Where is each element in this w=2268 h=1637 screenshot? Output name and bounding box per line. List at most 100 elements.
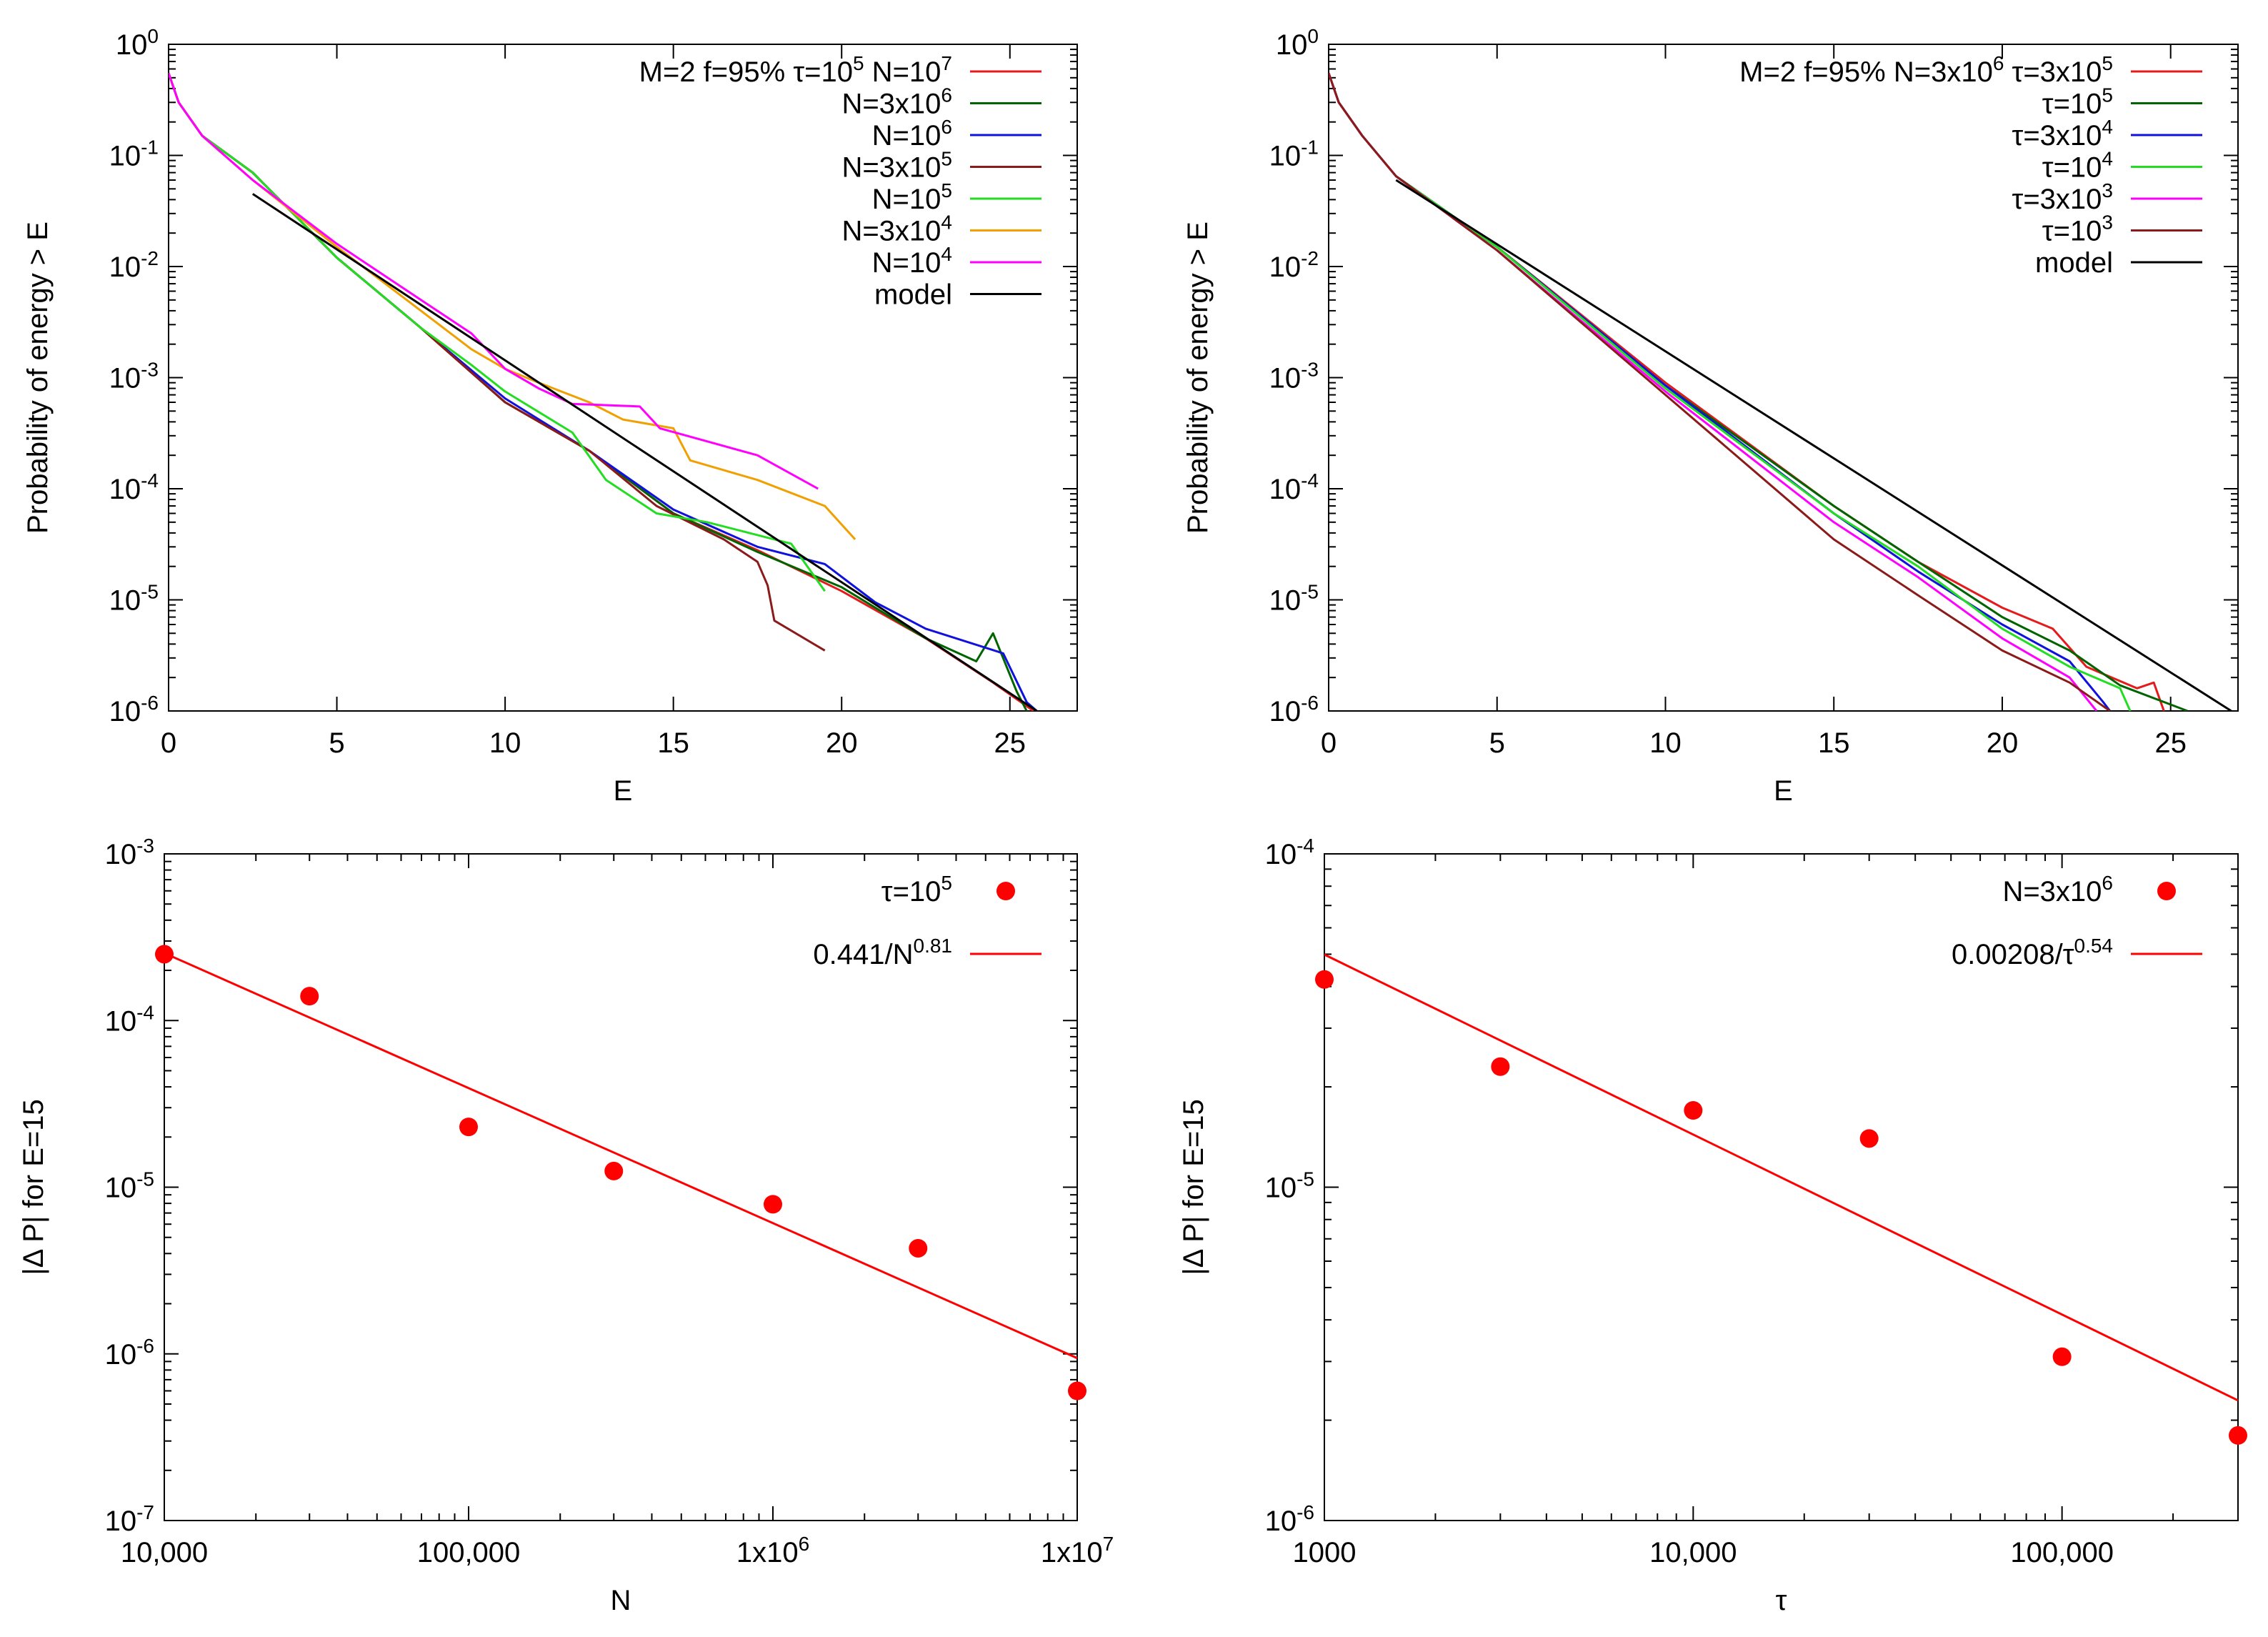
text-span: 0 bbox=[161, 727, 176, 759]
legend-label-tau=3e4: τ=3x104 bbox=[2012, 116, 2113, 151]
text-span: 10 bbox=[105, 839, 137, 870]
text-span: 10 bbox=[105, 1506, 137, 1537]
y-axis-label: Probability of energy > E bbox=[22, 222, 54, 534]
data-point bbox=[155, 945, 174, 964]
superscript: 0.54 bbox=[2074, 935, 2114, 957]
legend-label-model: model bbox=[874, 279, 952, 311]
superscript: -6 bbox=[141, 692, 159, 714]
data-point bbox=[764, 1195, 782, 1214]
y-tick-label: 10-5 bbox=[109, 581, 159, 617]
series-line-tau=3e3 bbox=[1329, 72, 2098, 711]
data-point bbox=[604, 1161, 624, 1180]
superscript: 0 bbox=[1307, 25, 1319, 47]
superscript: -4 bbox=[136, 1001, 154, 1023]
plot-area bbox=[169, 72, 1038, 711]
text-span: 20 bbox=[826, 727, 858, 759]
superscript: 6 bbox=[941, 84, 952, 106]
legend-label-N=3e4: N=3x104 bbox=[841, 212, 952, 247]
x-axis-label: τ bbox=[1776, 1585, 1787, 1616]
legend-swatch-points bbox=[996, 882, 1015, 900]
text-span: 10 bbox=[1276, 29, 1308, 61]
y-tick-label: 100 bbox=[116, 25, 159, 61]
text-span: 10 bbox=[1269, 585, 1302, 617]
text-span: 0.00208/τ bbox=[1952, 939, 2074, 970]
text-span: 25 bbox=[2154, 727, 2187, 759]
y-tick-label: 10-7 bbox=[105, 1501, 154, 1537]
superscript: -4 bbox=[1297, 835, 1314, 857]
superscript: -4 bbox=[141, 469, 159, 492]
superscript: 4 bbox=[2102, 148, 2113, 170]
text-span: 10,000 bbox=[121, 1537, 208, 1568]
superscript: -6 bbox=[1301, 692, 1319, 714]
series-line-N=1e4 bbox=[169, 72, 819, 490]
y-tick-label: 10-4 bbox=[1265, 835, 1314, 870]
superscript: -2 bbox=[141, 247, 159, 269]
x-axis-label: E bbox=[1774, 775, 1793, 807]
text-span: 10 bbox=[1269, 141, 1302, 172]
text-span: N=10 bbox=[872, 120, 941, 151]
y-tick-label: 10-6 bbox=[1269, 692, 1319, 727]
superscript: 7 bbox=[941, 52, 952, 74]
text-span: 10 bbox=[105, 1339, 137, 1370]
text-span: N=3x10 bbox=[841, 216, 941, 247]
text-span: N=3x10 bbox=[2002, 876, 2102, 907]
x-tick-label: 25 bbox=[2154, 727, 2187, 759]
x-tick-label: 10,000 bbox=[121, 1537, 208, 1568]
superscript: 0 bbox=[147, 25, 159, 47]
text-span: 10 bbox=[1269, 696, 1302, 727]
data-point bbox=[1068, 1381, 1086, 1400]
text-span: 10 bbox=[1649, 727, 1682, 759]
superscript: -3 bbox=[136, 835, 154, 857]
x-tick-label: 100,000 bbox=[2010, 1537, 2114, 1568]
text-span: τ=10 bbox=[2042, 216, 2102, 247]
data-point bbox=[459, 1118, 478, 1137]
legend-label-fit: 0.00208/τ0.54 bbox=[1952, 935, 2113, 970]
y-tick-label: 10-4 bbox=[109, 469, 159, 505]
text-span: 10 bbox=[105, 1173, 137, 1204]
x-tick-label: 0 bbox=[1321, 727, 1337, 759]
text-span: 100,000 bbox=[2010, 1537, 2114, 1568]
x-tick-label: 1000 bbox=[1293, 1537, 1357, 1568]
text-span: 5 bbox=[329, 727, 344, 759]
text-span: 10 bbox=[1269, 252, 1302, 283]
series-line-tau=1e3 bbox=[1329, 72, 2111, 711]
superscript: 6 bbox=[799, 1533, 810, 1555]
text-span: 10 bbox=[489, 727, 521, 759]
text-span: N=3x10 bbox=[841, 152, 941, 184]
superscript: 3 bbox=[2102, 179, 2113, 201]
legend-label-N=3e6: N=3x106 bbox=[841, 84, 952, 120]
superscript: -7 bbox=[136, 1501, 154, 1523]
legend-label-points: τ=105 bbox=[881, 872, 952, 907]
text-span: 10 bbox=[109, 585, 141, 617]
text-span: τ=3x10 bbox=[2012, 184, 2102, 215]
fit-line bbox=[1324, 953, 2238, 1402]
superscript: -5 bbox=[1301, 581, 1319, 603]
x-tick-label: 25 bbox=[994, 727, 1026, 759]
legend-label-points: N=3x106 bbox=[2002, 872, 2113, 907]
superscript: 5 bbox=[2102, 84, 2113, 106]
text-span: 10,000 bbox=[1649, 1537, 1737, 1568]
x-tick-label: 5 bbox=[1489, 727, 1505, 759]
legend-label-tau=1e3: τ=103 bbox=[2042, 212, 2113, 247]
superscript: 5 bbox=[2102, 52, 2113, 74]
text-span: 15 bbox=[1818, 727, 1850, 759]
text-span: 10 bbox=[1269, 474, 1302, 505]
x-tick-label: 15 bbox=[657, 727, 689, 759]
x-tick-label: 15 bbox=[1818, 727, 1850, 759]
superscript: 6 bbox=[2102, 872, 2113, 894]
superscript: -6 bbox=[136, 1335, 154, 1357]
plot-area bbox=[164, 952, 1077, 1360]
superscript: -5 bbox=[141, 581, 159, 603]
superscript: 4 bbox=[2102, 116, 2113, 138]
superscript: -3 bbox=[1301, 359, 1319, 381]
superscript: 5 bbox=[853, 52, 864, 74]
superscript: 3 bbox=[2102, 212, 2113, 234]
superscript: 5 bbox=[941, 872, 952, 894]
text-span: 1000 bbox=[1293, 1537, 1357, 1568]
legend-label-model: model bbox=[2035, 247, 2113, 279]
y-tick-label: 10-5 bbox=[1269, 581, 1319, 617]
data-point bbox=[909, 1238, 928, 1258]
series-line-N=3e4 bbox=[169, 72, 856, 540]
